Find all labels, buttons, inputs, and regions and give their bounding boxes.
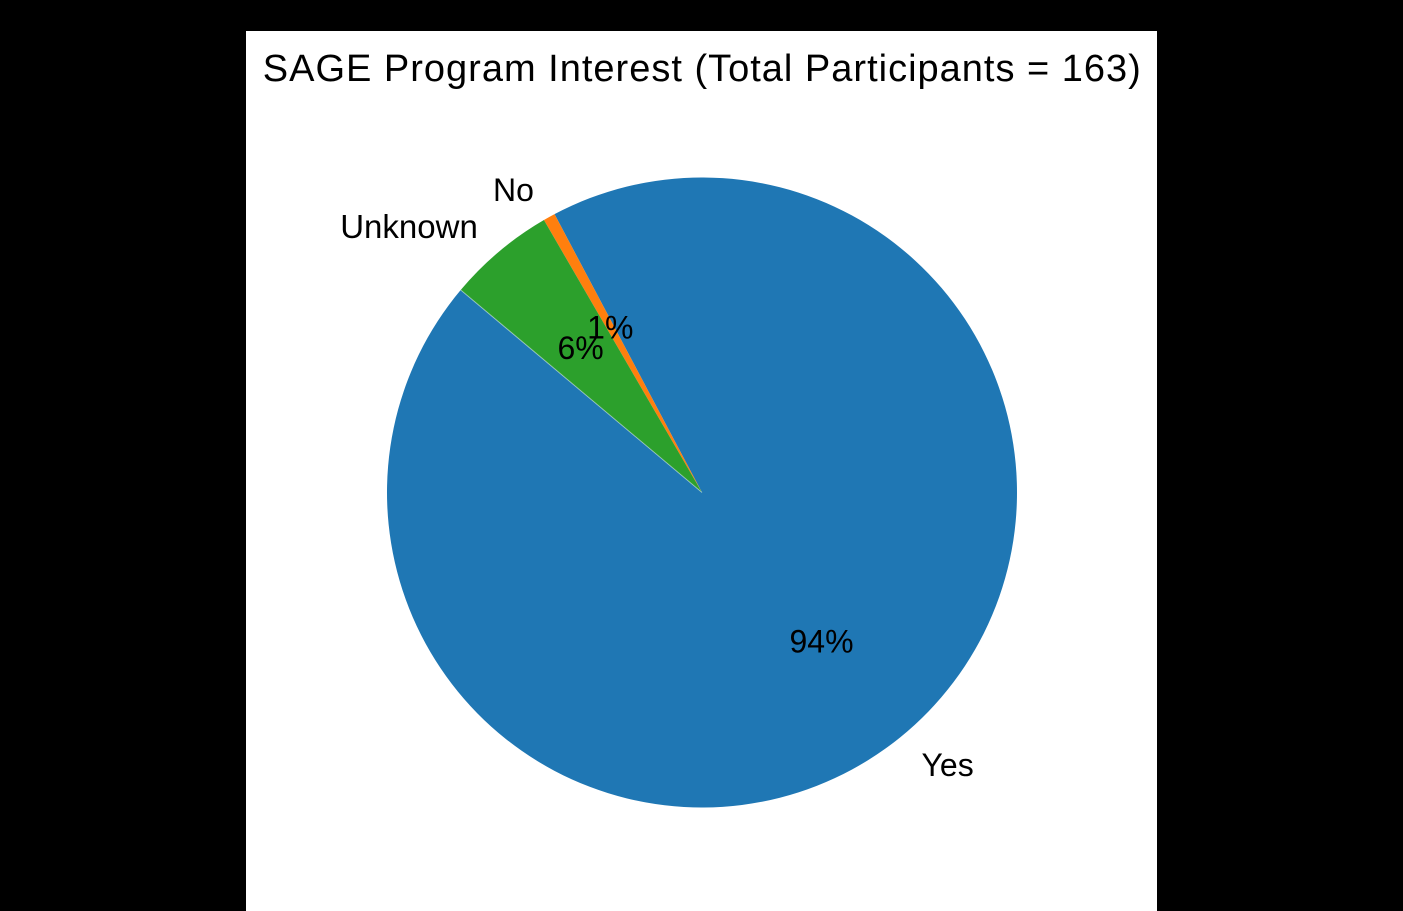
svg-text:94%: 94% bbox=[789, 623, 853, 659]
svg-text:SAGE Program Interest (Total P: SAGE Program Interest (Total Participant… bbox=[263, 48, 1142, 90]
svg-text:Yes: Yes bbox=[922, 747, 974, 783]
svg-text:6%: 6% bbox=[557, 330, 603, 366]
svg-text:Unknown: Unknown bbox=[340, 208, 478, 245]
svg-text:1%: 1% bbox=[587, 309, 633, 345]
svg-text:No: No bbox=[493, 172, 534, 208]
